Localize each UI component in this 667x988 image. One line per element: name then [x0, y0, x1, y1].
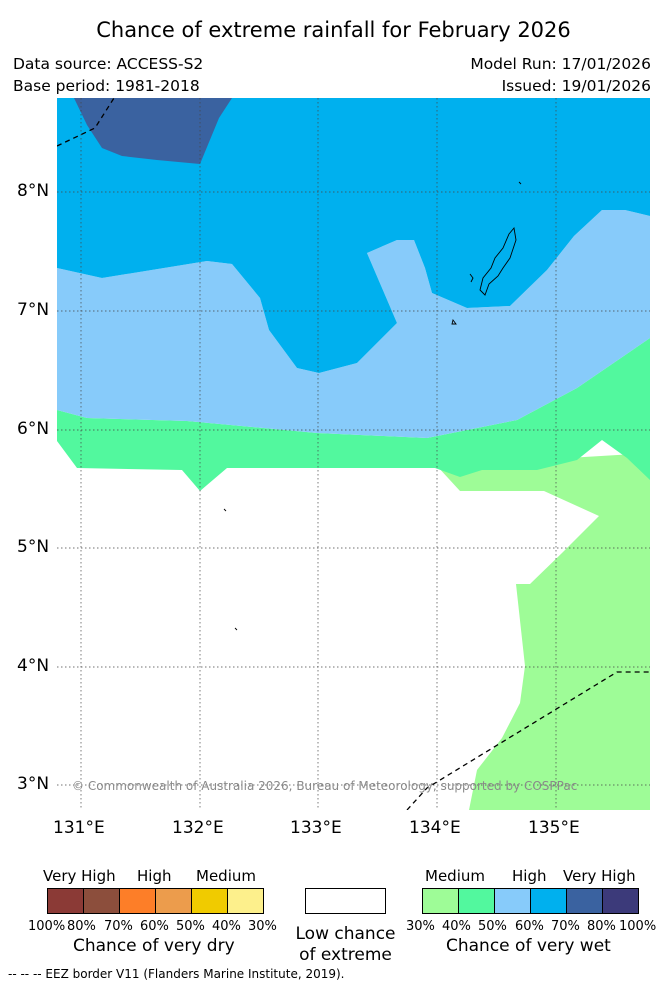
rainfall-map [57, 98, 650, 810]
wet-swatch-0 [423, 889, 459, 913]
wet-pct-30: 30% [406, 919, 435, 934]
wet-colorbar [422, 888, 639, 914]
dry-caption: Chance of very dry [73, 936, 235, 956]
lat-label-4n: 4°N [17, 656, 50, 676]
wet-label-very-high: Very High [563, 867, 636, 885]
meta-right: Model Run: 17/01/2026 Issued: 19/01/2026 [470, 53, 651, 97]
dry-swatch-0 [48, 889, 84, 913]
dry-label-medium: Medium [196, 867, 256, 885]
model-run: Model Run: 17/01/2026 [470, 55, 651, 73]
dry-pct-100: 100% [28, 919, 66, 934]
low-chance-line1: Low chance [295, 924, 396, 944]
dry-colorbar [47, 888, 264, 914]
wet-label-medium: Medium [425, 867, 485, 885]
wet-pct-80: 80% [587, 919, 616, 934]
data-source: Data source: ACCESS-S2 [13, 55, 204, 73]
dry-pct-30: 30% [248, 919, 277, 934]
eez-footnote: -- -- -- EEZ border V11 (Flanders Marine… [8, 967, 345, 981]
dry-pct-50: 50% [176, 919, 205, 934]
low-chance-line2: of extreme [299, 945, 392, 965]
dry-pct-80: 80% [67, 919, 96, 934]
lon-label-135e: 135°E [528, 818, 580, 838]
eez-border [57, 98, 650, 810]
wet-swatch-4 [567, 889, 603, 913]
wet-label-high: High [512, 867, 547, 885]
lon-label-134e: 134°E [409, 818, 461, 838]
dry-swatch-1 [84, 889, 120, 913]
lat-label-6n: 6°N [17, 419, 50, 439]
dry-swatch-4 [192, 889, 228, 913]
meta-left: Data source: ACCESS-S2 Base period: 1981… [13, 53, 203, 97]
dry-label-very-high: Very High [43, 867, 116, 885]
wet-very-high-70-80-area [74, 98, 232, 164]
issued-date: Issued: 19/01/2026 [501, 77, 651, 95]
wet-medium-30-40-area [437, 453, 650, 810]
wet-pct-70: 70% [551, 919, 580, 934]
wet-caption: Chance of very wet [446, 936, 611, 956]
chart-title: Chance of extreme rainfall for February … [96, 18, 571, 42]
dry-swatch-3 [156, 889, 192, 913]
wet-swatch-1 [459, 889, 495, 913]
wet-swatch-5 [603, 889, 638, 913]
wet-medium-40-50-area [57, 338, 650, 491]
dry-pct-70: 70% [104, 919, 133, 934]
wet-pct-50: 50% [478, 919, 507, 934]
wet-pct-60: 60% [515, 919, 544, 934]
dry-swatch-2 [120, 889, 156, 913]
low-chance-swatch [305, 888, 386, 914]
lon-label-133e: 133°E [290, 818, 342, 838]
wet-high-50-60-area [57, 210, 650, 438]
wet-pct-100: 100% [619, 919, 657, 934]
lat-label-3n: 3°N [17, 774, 50, 794]
dry-pct-60: 60% [140, 919, 169, 934]
lat-label-5n: 5°N [17, 537, 50, 557]
wet-high-60-70-area [57, 98, 650, 373]
low-chance-caption: Low chance of extreme [294, 924, 397, 966]
wet-swatch-3 [531, 889, 567, 913]
lat-label-8n: 8°N [17, 181, 50, 201]
dry-label-high: High [137, 867, 172, 885]
gridlines [57, 98, 650, 810]
lon-label-131e: 131°E [53, 818, 105, 838]
wet-swatch-2 [495, 889, 531, 913]
dry-pct-40: 40% [212, 919, 241, 934]
lat-label-7n: 7°N [17, 300, 50, 320]
lon-label-132e: 132°E [172, 818, 224, 838]
map-svg [57, 98, 650, 810]
palau-islands [223, 181, 522, 631]
dry-swatch-5 [228, 889, 263, 913]
base-period: Base period: 1981-2018 [13, 77, 200, 95]
copyright-notice: © Commonwealth of Australia 2026, Bureau… [72, 779, 578, 793]
wet-pct-40: 40% [442, 919, 471, 934]
